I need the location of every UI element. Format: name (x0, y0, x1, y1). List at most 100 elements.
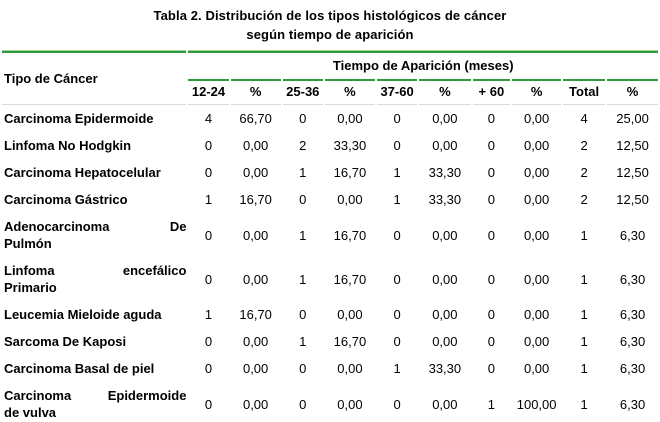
value-cell: 2 (580, 138, 588, 153)
value-cell: 1 (393, 165, 401, 180)
value-cell: 1 (299, 334, 307, 349)
table-row: Carcinoma Epidermoide de vulva 0 0,00 0 0,00 0… (2, 382, 658, 422)
value-cell: 6,30 (619, 334, 646, 349)
value-cell: 16,70 (239, 307, 272, 322)
value-cell: 2 (580, 192, 588, 207)
column-header-12-24-0: 12-24 (188, 79, 229, 105)
cancer-distribution-table: Tipo de Cáncer Tiempo de Aparición (mese… (0, 51, 660, 422)
row-name-cell: Sarcoma De Kaposi (4, 334, 127, 349)
value-cell: 0 (393, 271, 401, 287)
value-cell: 1 (299, 165, 307, 180)
value-cell: 0 (204, 334, 213, 349)
value-cell: 0 (204, 361, 213, 376)
value-cell: 16,70 (333, 334, 367, 349)
value-cell: 0,00 (523, 192, 550, 207)
value-cell: 1 (580, 361, 588, 376)
value-cell: 0 (204, 396, 213, 412)
value-cell: 0,00 (242, 396, 269, 412)
row-name-cell: Carcinoma Hepatocelular (4, 165, 161, 180)
value-cell: 0,00 (242, 227, 269, 243)
table-title-line2: según tiempo de aparición (246, 27, 414, 42)
value-cell: 0 (487, 334, 495, 349)
column-header-pct-9: % (607, 79, 658, 105)
table-row: Linfoma encefálico Primario 0 0,00 1 16,70 0 0,… (2, 257, 658, 301)
value-cell: 1 (299, 271, 307, 287)
value-cell: 6,30 (619, 271, 646, 287)
value-cell: 2 (299, 138, 307, 153)
value-cell: 0,00 (432, 334, 458, 349)
value-cell: 0 (393, 138, 401, 153)
value-cell: 12,50 (616, 165, 649, 180)
value-cell: 0 (204, 165, 213, 180)
value-cell: 1 (393, 192, 401, 207)
value-cell: 1 (487, 396, 495, 412)
value-cell: 0,00 (337, 111, 363, 126)
column-header-total-8: Total (563, 79, 606, 105)
value-cell: 0 (204, 227, 213, 243)
table-row: Sarcoma De Kaposi 0 0,00 1 16,70 0 0,00 0 0,00 1 6… (2, 328, 658, 355)
row-name-cell: Adenocarcinoma De Pulmón (4, 219, 187, 251)
table-row: Carcinoma Gástrico 1 16,70 0 0,00 1 33,30 0 0,00… (2, 186, 658, 213)
value-cell: 0 (393, 227, 401, 243)
value-cell: 0 (393, 111, 401, 126)
value-cell: 0 (487, 227, 495, 243)
value-cell: 16,70 (333, 227, 367, 243)
value-cell: 6,30 (619, 307, 646, 322)
value-cell: 0,00 (432, 271, 458, 287)
value-cell: 1 (580, 396, 588, 412)
column-header-pct-5: % (419, 79, 471, 105)
value-cell: 0,00 (432, 111, 458, 126)
value-cell: 0,00 (242, 271, 269, 287)
column-header-pct-3: % (324, 79, 376, 105)
column-header-tipo-de-cancer: Tipo de Cáncer (2, 51, 187, 105)
value-cell: 0,00 (523, 334, 550, 349)
row-name-cell: Carcinoma Basal de piel (4, 361, 155, 376)
value-cell: 0 (487, 307, 495, 322)
value-cell: 0,00 (337, 307, 363, 322)
row-name-cell: Carcinoma Epidermoide de vulva (4, 388, 187, 420)
value-cell: 0 (299, 192, 307, 207)
value-cell: 0,00 (337, 361, 363, 376)
value-cell: 1 (204, 192, 213, 207)
value-cell: 0,00 (432, 307, 458, 322)
value-cell: 16,70 (333, 165, 367, 180)
value-cell: 16,70 (333, 271, 367, 287)
value-cell: 0,00 (242, 361, 269, 376)
table-title: Tabla 2. Distribución de los tipos histo… (0, 0, 660, 44)
table-body: Carcinoma Epidermoide 4 66,70 0 0,00 0 0,00 0 0,… (2, 105, 658, 422)
value-cell: 0 (204, 271, 213, 287)
value-cell: 33,30 (428, 361, 462, 376)
value-cell: 6,30 (619, 396, 646, 412)
value-cell: 1 (580, 334, 588, 349)
value-cell: 6,30 (619, 361, 646, 376)
value-cell: 0 (393, 334, 401, 349)
value-cell: 1 (580, 227, 588, 243)
value-cell: 2 (580, 165, 588, 180)
row-name-cell: Carcinoma Epidermoide (4, 111, 154, 126)
value-cell: 0 (299, 361, 307, 376)
value-cell: 0 (299, 307, 307, 322)
value-cell: 0 (204, 138, 213, 153)
column-group-header-tiempo-de-aparicion: Tiempo de Aparición (meses) (188, 51, 658, 79)
value-cell: 0 (393, 307, 401, 322)
table-row: Carcinoma Epidermoide 4 66,70 0 0,00 0 0,00 0 0,… (2, 105, 658, 132)
row-name-cell: Linfoma encefálico Primario (4, 263, 187, 295)
value-cell: 0,00 (432, 396, 458, 412)
table-row: Carcinoma Basal de piel 0 0,00 0 0,00 1 33,30 0… (2, 355, 658, 382)
row-name-cell: Linfoma No Hodgkin (4, 138, 132, 153)
value-cell: 1 (299, 227, 307, 243)
table-row: Carcinoma Hepatocelular 0 0,00 1 16,70 1 33,30… (2, 159, 658, 186)
column-header-37-60-4: 37-60 (377, 79, 418, 105)
value-cell: 12,50 (616, 138, 649, 153)
column-header-plus-60-6: + 60 (472, 79, 511, 105)
value-cell: 0,00 (523, 307, 550, 322)
value-cell: 33,30 (333, 138, 367, 153)
value-cell: 4 (204, 111, 213, 126)
value-cell: 0,00 (432, 227, 458, 243)
value-cell: 0 (299, 396, 307, 412)
value-cell: 100,00 (516, 396, 557, 412)
value-cell: 0,00 (523, 361, 550, 376)
value-cell: 33,30 (428, 192, 462, 207)
value-cell: 0 (299, 111, 307, 126)
